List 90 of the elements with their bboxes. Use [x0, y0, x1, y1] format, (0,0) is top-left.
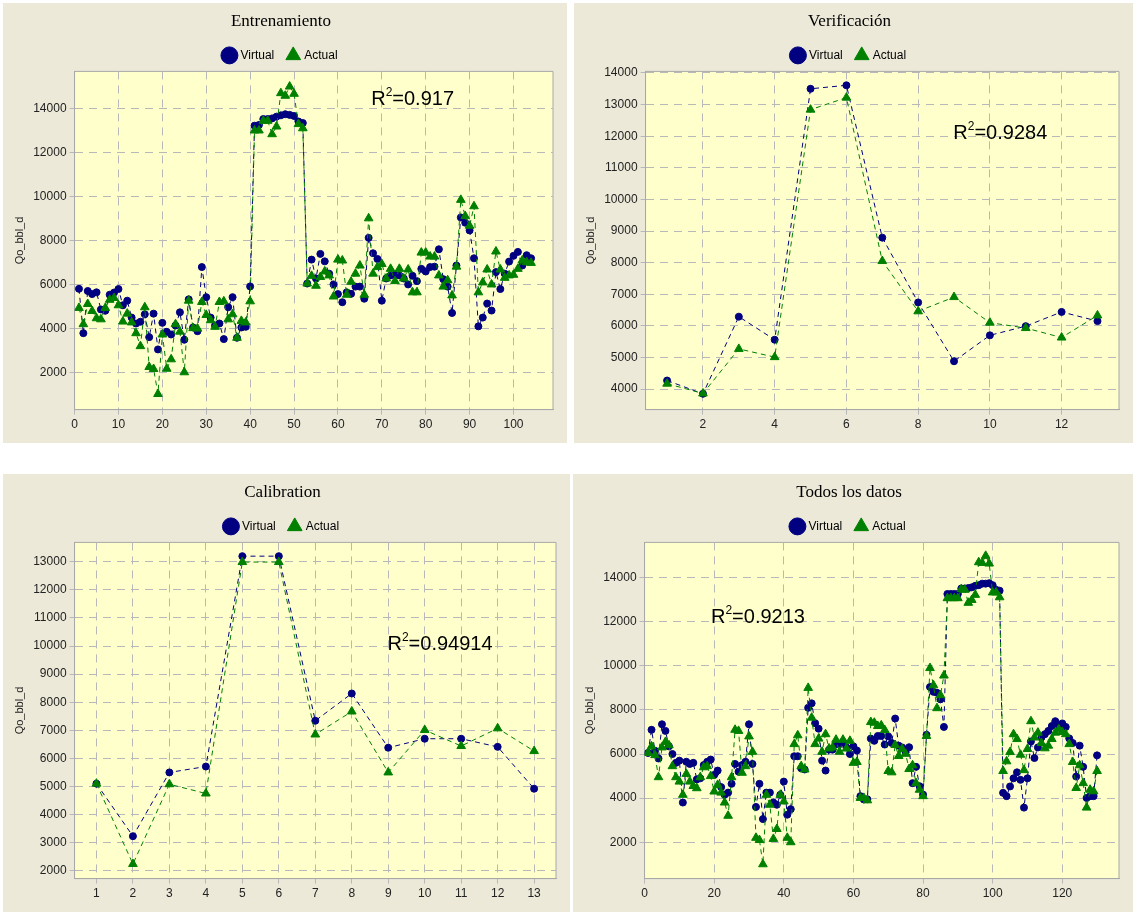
x-tick-label: 4: [771, 417, 779, 432]
x-tick-label: 50: [287, 417, 302, 432]
legend-label: Virtual: [240, 47, 275, 62]
y-tick-label: 4000: [39, 320, 67, 335]
x-tick-label: 60: [846, 886, 861, 901]
y-tick-label: 12000: [603, 614, 637, 629]
chart-title: Todos los datos: [796, 481, 902, 501]
y-tick-label: 8000: [39, 232, 67, 247]
y-tick-label: 4000: [610, 381, 638, 396]
y-tick-label: 6000: [609, 746, 637, 761]
x-tick-label: 100: [503, 417, 524, 432]
y-tick-label: 9000: [610, 223, 638, 238]
chart-title: Verificación: [807, 10, 892, 30]
x-tick-label: 9: [384, 886, 392, 901]
x-tick-label: 7: [311, 886, 319, 901]
x-tick-label: 30: [199, 417, 214, 432]
x-tick-label: 8: [914, 417, 922, 432]
y-tick-label: 8000: [610, 254, 638, 269]
y-tick-label: 13000: [33, 554, 67, 569]
y-tick-label: 14000: [33, 101, 67, 116]
y-tick-label: 7000: [39, 722, 67, 737]
x-tick-label: 20: [707, 886, 722, 901]
y-tick-label: 9000: [39, 666, 67, 681]
y-tick-label: 2000: [609, 834, 637, 849]
y-tick-label: 13000: [604, 96, 638, 111]
x-tick-label: 20: [155, 417, 170, 432]
legend-label: Virtual: [808, 47, 843, 62]
y-axis-title: Qo_bbl_d: [12, 686, 25, 735]
y-axis-title: Qo_bbl_d: [583, 216, 596, 265]
x-tick-label: 0: [71, 417, 79, 432]
x-tick-label: 2: [129, 886, 137, 901]
x-tick-label: 12: [1054, 417, 1069, 432]
legend-label: Virtual: [241, 518, 276, 533]
x-tick-label: 60: [331, 417, 345, 432]
legend-label: Actual: [872, 47, 907, 62]
y-tick-label: 10000: [33, 638, 67, 653]
x-tick-label: 80: [916, 886, 931, 901]
y-tick-label: 2000: [39, 863, 67, 878]
x-tick-label: 6: [275, 886, 283, 901]
y-tick-label: 12000: [33, 144, 67, 159]
x-tick-label: 12: [490, 886, 505, 901]
y-tick-label: 2000: [39, 364, 67, 379]
x-tick-label: 11: [454, 886, 468, 901]
y-tick-label: 4000: [609, 790, 637, 805]
y-tick-label: 6000: [39, 750, 67, 765]
x-tick-label: 13: [527, 886, 542, 901]
x-tick-label: 3: [166, 886, 174, 901]
y-tick-label: 12000: [33, 582, 67, 597]
y-tick-label: 10000: [603, 658, 637, 673]
x-tick-label: 2: [699, 417, 707, 432]
legend-label: Actual: [305, 518, 340, 533]
y-tick-label: 11000: [605, 160, 638, 175]
x-tick-label: 40: [777, 886, 791, 901]
y-tick-label: 6000: [610, 318, 638, 333]
x-tick-label: 10: [418, 886, 432, 901]
y-tick-label: 3000: [39, 834, 67, 849]
x-tick-label: 100: [982, 886, 1003, 901]
x-tick-label: 10: [111, 417, 126, 432]
y-axis-title: Qo_bbl_d: [582, 686, 595, 735]
y-tick-label: 7000: [610, 286, 638, 301]
y-tick-label: 4000: [39, 806, 67, 821]
x-tick-label: 0: [641, 886, 649, 901]
y-tick-label: 14000: [604, 65, 638, 80]
legend-label: Actual: [872, 518, 906, 533]
x-tick-label: 8: [348, 886, 356, 901]
x-tick-label: 6: [843, 417, 851, 432]
x-tick-label: 70: [375, 417, 389, 432]
y-tick-label: 6000: [39, 276, 67, 291]
y-tick-label: 11000: [34, 610, 67, 625]
x-tick-label: 1: [93, 886, 101, 901]
legend-label: Virtual: [808, 518, 843, 533]
x-tick-label: 120: [1052, 886, 1073, 901]
y-axis-title: Qo_bbl_d: [12, 216, 25, 265]
x-tick-label: 80: [419, 417, 433, 432]
y-tick-label: 8000: [609, 702, 637, 717]
y-tick-label: 5000: [39, 778, 67, 793]
y-tick-label: 14000: [603, 569, 637, 584]
y-tick-label: 10000: [604, 191, 638, 206]
y-tick-label: 8000: [39, 694, 67, 709]
chart-title: Calibration: [244, 481, 322, 501]
y-tick-label: 10000: [33, 188, 67, 203]
y-tick-label: 12000: [604, 128, 638, 143]
x-tick-label: 5: [239, 886, 246, 901]
x-tick-label: 10: [983, 417, 997, 432]
y-tick-label: 5000: [610, 349, 638, 364]
legend-label: Actual: [304, 47, 338, 62]
x-tick-label: 90: [462, 417, 477, 432]
x-tick-label: 4: [202, 886, 210, 901]
x-tick-label: 40: [243, 417, 258, 432]
chart-title: Entrenamiento: [230, 10, 332, 30]
